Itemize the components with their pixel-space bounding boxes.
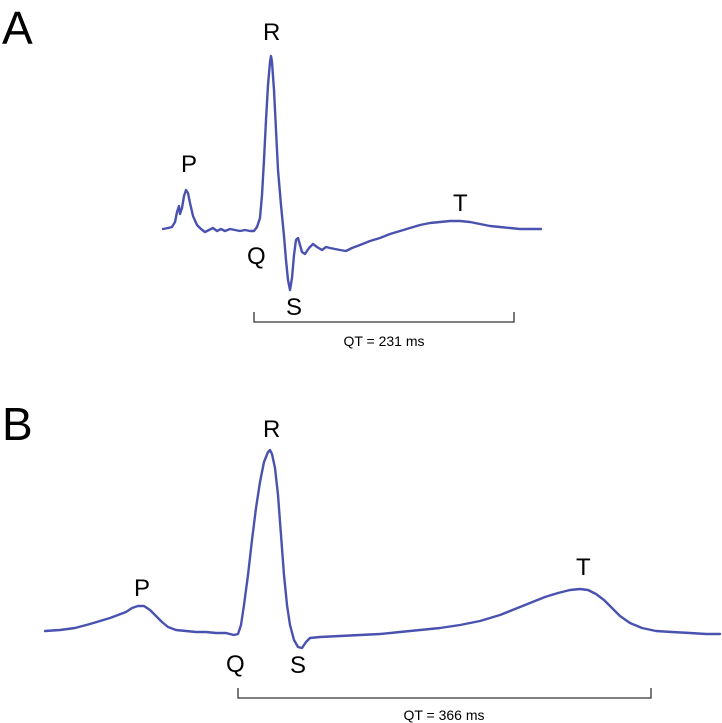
panel-b-t-label: T xyxy=(576,554,591,581)
panel-a-p-label: P xyxy=(181,151,197,178)
panel-b: B P R Q S T QT = 366 ms xyxy=(2,398,722,723)
panel-a-qt-label: QT = 231 ms xyxy=(343,333,424,349)
panel-b-s-label: S xyxy=(290,652,306,679)
panel-a-letter: A xyxy=(2,2,33,54)
panel-a-qt-bracket xyxy=(253,312,515,323)
panel-b-q-label: Q xyxy=(226,651,245,678)
panel-b-letter: B xyxy=(2,398,33,450)
panel-a-ecg-trace xyxy=(161,54,543,292)
panel-b-qt-label: QT = 366 ms xyxy=(403,707,484,723)
panel-a-q-label: Q xyxy=(247,243,266,270)
panel-a-t-label: T xyxy=(453,190,468,217)
panel-a-s-label: S xyxy=(286,294,302,321)
panel-a: A P R Q S T QT = 231 ms xyxy=(2,2,543,349)
panel-b-p-label: P xyxy=(134,575,150,602)
panel-a-r-label: R xyxy=(263,19,280,46)
panel-b-ecg-trace xyxy=(43,448,722,650)
panel-b-r-label: R xyxy=(263,416,280,443)
panel-b-qt-bracket xyxy=(237,688,652,699)
